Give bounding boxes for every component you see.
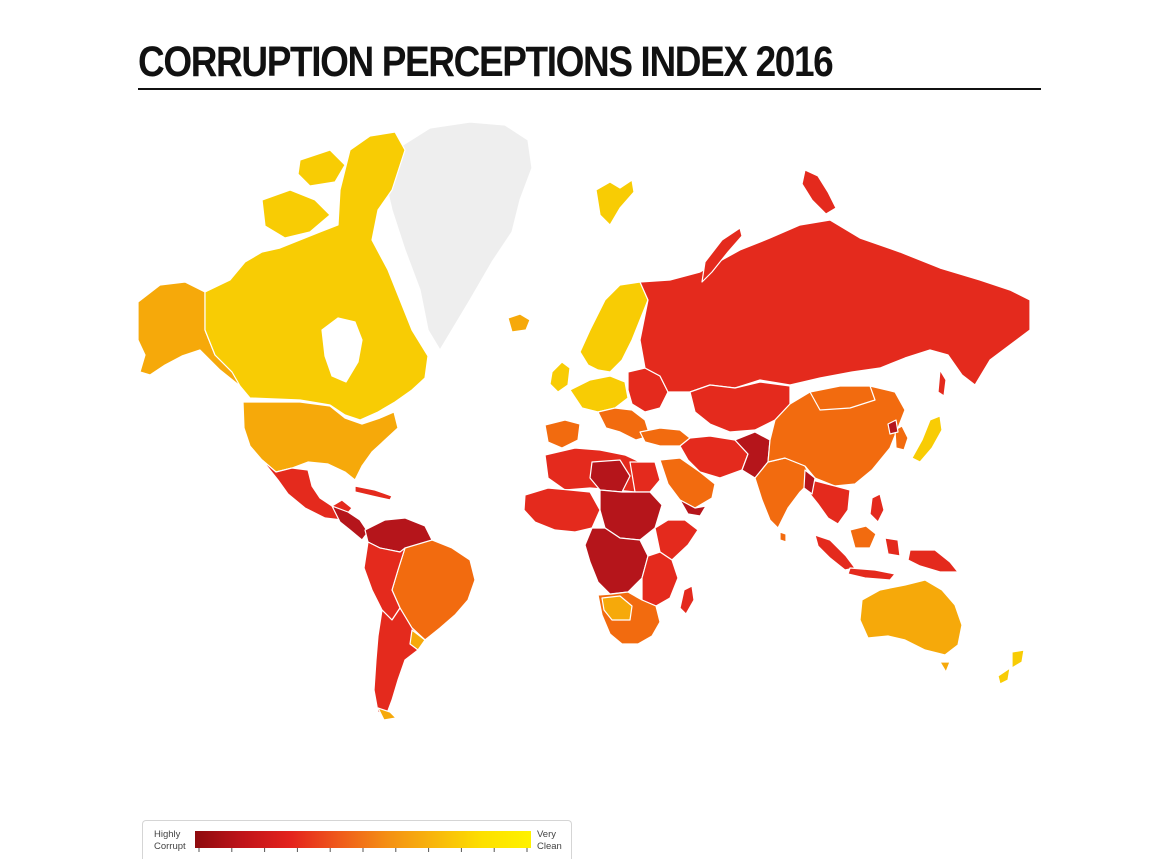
region-japan[interactable] [911, 415, 943, 463]
region-uk[interactable] [549, 361, 571, 393]
hudson-bay [321, 317, 363, 383]
region-central-america[interactable] [331, 505, 369, 541]
region-tasmania[interactable] [939, 661, 951, 673]
region-canada-islands-2[interactable] [297, 149, 346, 187]
region-russia[interactable] [639, 219, 1031, 393]
region-uruguay[interactable] [409, 629, 426, 651]
region-russia-north[interactable] [801, 169, 837, 215]
region-arabia[interactable] [659, 457, 716, 509]
region-india[interactable] [754, 457, 813, 529]
region-caribbean[interactable] [354, 485, 393, 501]
region-north-korea[interactable] [887, 419, 899, 435]
region-indonesia-borneo[interactable] [849, 525, 877, 549]
region-indonesia-sumatra[interactable] [814, 534, 856, 571]
region-new-guinea[interactable] [907, 549, 959, 573]
region-svalbard[interactable] [595, 179, 635, 226]
region-sakhalin[interactable] [937, 369, 947, 397]
region-australia[interactable] [859, 579, 963, 656]
region-iberia[interactable] [544, 419, 581, 449]
region-southeast-asia[interactable] [809, 479, 851, 525]
legend-ticks [198, 848, 528, 852]
region-indonesia-java[interactable] [847, 567, 896, 581]
legend: Highly Corrupt Very Clean [142, 820, 572, 859]
region-botswana-namibia[interactable] [601, 595, 633, 621]
region-egypt[interactable] [629, 461, 661, 493]
region-canada-islands[interactable] [261, 189, 331, 239]
legend-low-label: Highly Corrupt [154, 829, 186, 852]
region-alaska[interactable] [137, 281, 246, 387]
region-new-zealand[interactable] [1011, 649, 1025, 669]
region-iceland[interactable] [507, 313, 531, 333]
region-mongolia[interactable] [809, 385, 876, 411]
legend-color-scale [195, 831, 531, 848]
region-madagascar[interactable] [679, 585, 695, 615]
region-novaya-zemlya[interactable] [701, 227, 743, 283]
region-myanmar[interactable] [803, 469, 816, 495]
region-western-europe[interactable] [569, 375, 629, 413]
region-philippines[interactable] [869, 493, 885, 523]
page-title: CORRUPTION PERCEPTIONS INDEX 2016 [138, 38, 834, 86]
region-new-zealand-south[interactable] [997, 667, 1011, 685]
legend-high-label: Very Clean [537, 829, 562, 852]
region-east-africa[interactable] [641, 551, 679, 607]
region-canada[interactable] [204, 131, 429, 421]
region-tierra-del-fuego[interactable] [377, 707, 397, 721]
region-sri-lanka[interactable] [779, 531, 787, 543]
region-indonesia-east[interactable] [884, 537, 901, 557]
region-sahel[interactable] [599, 489, 663, 541]
world-map [137, 121, 1031, 721]
region-yemen[interactable] [679, 499, 707, 517]
region-greenland[interactable] [384, 121, 533, 351]
region-central-africa[interactable] [584, 527, 649, 595]
title-underline [138, 88, 1041, 90]
region-mexico[interactable] [261, 459, 353, 521]
region-west-africa[interactable] [523, 487, 601, 533]
region-scandinavia[interactable] [579, 281, 649, 373]
region-andes[interactable] [363, 541, 406, 621]
